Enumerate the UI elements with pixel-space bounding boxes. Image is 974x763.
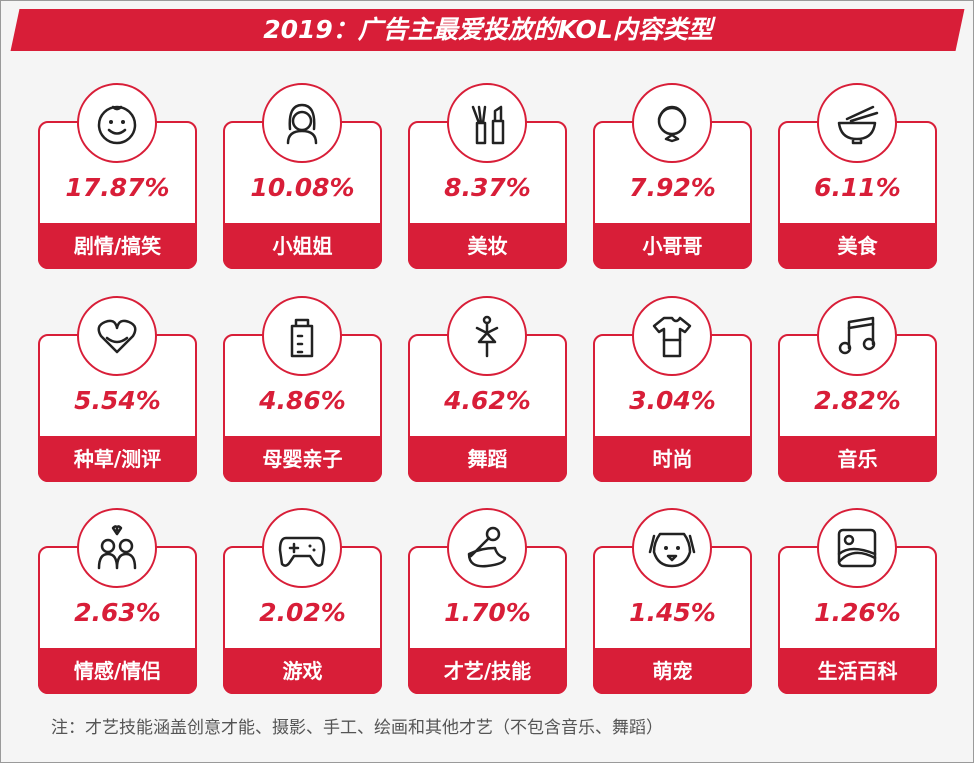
icon-circle (262, 296, 342, 376)
percentage: 1.70% (444, 598, 531, 627)
percentage: 4.62% (444, 386, 531, 415)
category-card: 10.08% 小姐姐 (223, 83, 382, 269)
icon (475, 315, 499, 358)
category-label: 游戏 (223, 648, 382, 694)
icon (97, 105, 137, 145)
category-label: 舞蹈 (408, 436, 567, 482)
icon (837, 105, 879, 145)
icon (648, 532, 696, 568)
category-card: 6.11% 美食 (778, 83, 937, 269)
percentage: 8.37% (444, 173, 531, 202)
category-card: 17.87% 剧情/搞笑 (38, 83, 197, 269)
category-label: 时尚 (593, 436, 752, 482)
percentage: 2.82% (814, 386, 901, 415)
category-card: 2.82% 音乐 (778, 296, 937, 482)
icon (467, 526, 507, 568)
icon-circle (632, 508, 712, 588)
icon (97, 319, 137, 354)
icon-circle (447, 83, 527, 163)
category-label: 情感/情侣 (38, 648, 197, 694)
category-label: 母婴亲子 (223, 436, 382, 482)
percentage: 3.04% (629, 386, 716, 415)
category-card: 5.54% 种草/测评 (38, 296, 197, 482)
category-card: 1.70% 才艺/技能 (408, 508, 567, 694)
title: 2019：广告主最爱投放的KOL内容类型 (263, 15, 713, 44)
icon-circle (632, 83, 712, 163)
icon (652, 316, 692, 358)
icon (290, 318, 314, 358)
icon-circle (77, 508, 157, 588)
percentage: 17.87% (65, 173, 170, 202)
category-label: 小哥哥 (593, 223, 752, 269)
icon (657, 105, 687, 143)
icon (278, 536, 326, 567)
percentage: 1.26% (814, 598, 901, 627)
percentage: 6.11% (814, 173, 901, 202)
category-label: 小姐姐 (223, 223, 382, 269)
icon-circle (262, 508, 342, 588)
category-label: 美妆 (408, 223, 567, 269)
footnote: 注：才艺技能涵盖创意才能、摄影、手工、绘画和其他才艺（不包含音乐、舞蹈） (51, 718, 663, 738)
category-card: 4.86% 母婴亲子 (223, 296, 382, 482)
icon-circle (262, 83, 342, 163)
category-card: 2.02% 游戏 (223, 508, 382, 694)
category-label: 剧情/搞笑 (38, 223, 197, 269)
icon-circle (817, 508, 897, 588)
percentage: 2.63% (74, 598, 161, 627)
icon (97, 525, 137, 570)
icon (286, 103, 318, 145)
category-label: 才艺/技能 (408, 648, 567, 694)
icon (837, 528, 877, 568)
percentage: 2.02% (259, 598, 346, 627)
category-label: 生活百科 (778, 648, 937, 694)
icon-circle (632, 296, 712, 376)
category-card: 8.37% 美妆 (408, 83, 567, 269)
percentage: 7.92% (629, 173, 716, 202)
icon-circle (817, 296, 897, 376)
icon-circle (77, 83, 157, 163)
icon (838, 316, 876, 355)
category-card: 2.63% 情感/情侣 (38, 508, 197, 694)
category-card: 1.45% 萌宠 (593, 508, 752, 694)
category-card: 1.26% 生活百科 (778, 508, 937, 694)
icon-circle (77, 296, 157, 376)
category-card: 3.04% 时尚 (593, 296, 752, 482)
category-label: 种草/测评 (38, 436, 197, 482)
icon-circle (817, 83, 897, 163)
category-card: 7.92% 小哥哥 (593, 83, 752, 269)
category-label: 音乐 (778, 436, 937, 482)
percentage: 1.45% (629, 598, 716, 627)
category-label: 萌宠 (593, 648, 752, 694)
category-label: 美食 (778, 223, 937, 269)
icon-circle (447, 296, 527, 376)
percentage: 4.86% (259, 386, 346, 415)
percentage: 5.54% (74, 386, 161, 415)
icon (471, 105, 505, 145)
percentage: 10.08% (250, 173, 355, 202)
category-card: 4.62% 舞蹈 (408, 296, 567, 482)
icon-circle (447, 508, 527, 588)
